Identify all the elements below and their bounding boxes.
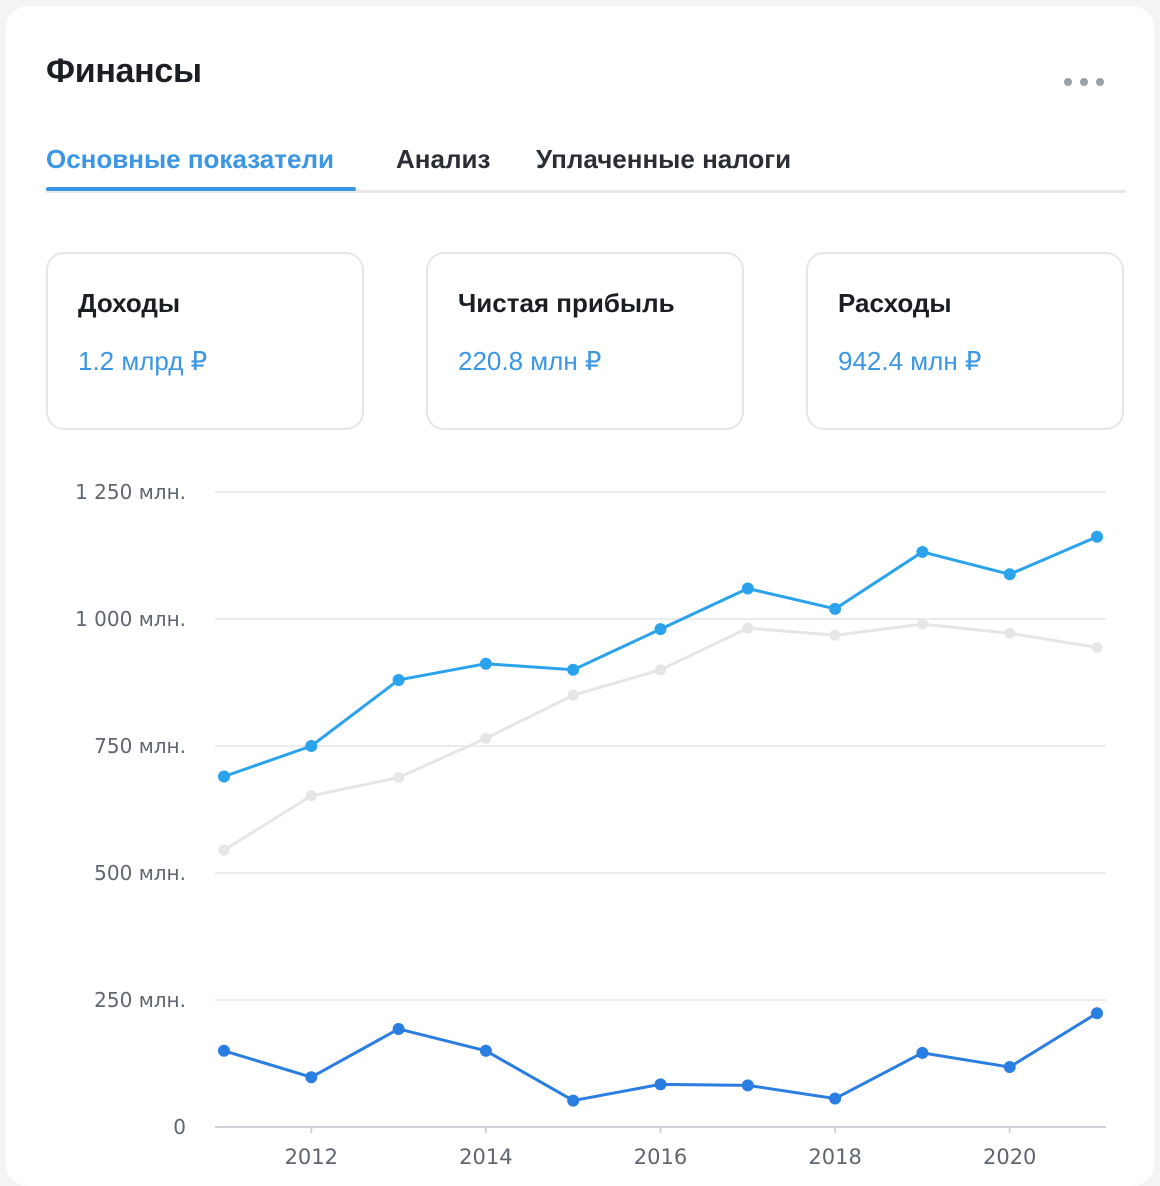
metric-card-income[interactable]: Доходы 1.2 млрд ₽ bbox=[46, 252, 364, 430]
data-point-expenses[interactable] bbox=[1004, 627, 1016, 639]
data-point-income[interactable] bbox=[218, 770, 230, 783]
data-point-profit[interactable] bbox=[829, 1092, 842, 1105]
metric-label: Доходы bbox=[78, 288, 181, 318]
y-axis-ticks: 0 250 млн. 500 млн. 750 млн. 1 000 млн. 1 250… bbox=[75, 480, 186, 1139]
metric-label: Расходы bbox=[838, 288, 952, 318]
y-tick-label: 750 млн. bbox=[94, 734, 186, 758]
y-tick-label: 1 250 млн. bbox=[75, 480, 186, 504]
data-point-profit[interactable] bbox=[218, 1044, 230, 1057]
data-point-expenses[interactable] bbox=[655, 664, 666, 676]
metric-value: 1.2 млрд ₽ bbox=[78, 346, 208, 376]
data-point-profit[interactable] bbox=[741, 1079, 754, 1092]
series-line-income bbox=[222, 535, 1099, 778]
y-tick-label: 1 000 млн. bbox=[75, 607, 186, 631]
metric-value: 942.4 млн ₽ bbox=[838, 346, 982, 376]
x-tick-label: 2020 bbox=[983, 1145, 1036, 1169]
y-tick-label: 250 млн. bbox=[94, 988, 186, 1012]
data-point-profit[interactable] bbox=[1091, 1007, 1103, 1020]
tab-paid-taxes[interactable]: Уплаченные налоги bbox=[536, 144, 792, 174]
data-point-expenses[interactable] bbox=[567, 689, 579, 701]
data-point-income[interactable] bbox=[654, 623, 667, 636]
metric-card-net-profit[interactable]: Чистая прибыль 220.8 млн ₽ bbox=[426, 252, 744, 430]
more-dot bbox=[1080, 78, 1088, 86]
data-point-profit[interactable] bbox=[479, 1044, 492, 1057]
chart-series bbox=[218, 530, 1103, 1107]
active-tab-indicator bbox=[46, 187, 356, 191]
data-point-profit[interactable] bbox=[916, 1046, 929, 1059]
data-point-expenses[interactable] bbox=[480, 732, 492, 744]
data-point-expenses[interactable] bbox=[916, 618, 928, 630]
tab-analysis[interactable]: Анализ bbox=[396, 144, 491, 174]
x-tick-label: 2012 bbox=[285, 1145, 338, 1169]
data-point-income[interactable] bbox=[829, 602, 842, 615]
data-point-profit[interactable] bbox=[1003, 1061, 1016, 1074]
series-line-expenses bbox=[222, 622, 1099, 852]
data-point-income[interactable] bbox=[479, 657, 492, 670]
more-dot bbox=[1096, 78, 1104, 86]
x-axis-ticks: 2012 2014 2016 2018 2020 bbox=[285, 1127, 1036, 1169]
data-point-income[interactable] bbox=[916, 545, 929, 558]
data-point-income[interactable] bbox=[1091, 530, 1103, 543]
data-point-income[interactable] bbox=[741, 582, 754, 595]
data-point-profit[interactable] bbox=[654, 1078, 667, 1091]
data-point-expenses[interactable] bbox=[393, 771, 405, 783]
tab-bar: Основные показатели Анализ Уплаченные на… bbox=[46, 134, 1126, 193]
series-income bbox=[218, 530, 1103, 783]
y-tick-label: 0 bbox=[173, 1115, 186, 1139]
data-point-profit[interactable] bbox=[567, 1094, 580, 1107]
x-tick-label: 2018 bbox=[808, 1145, 861, 1169]
card-title: Финансы bbox=[46, 52, 202, 90]
data-point-income[interactable] bbox=[1003, 568, 1016, 581]
data-point-expenses[interactable] bbox=[1091, 641, 1103, 653]
data-point-expenses[interactable] bbox=[829, 629, 841, 641]
chart-grid bbox=[215, 491, 1106, 1128]
data-point-income[interactable] bbox=[567, 663, 580, 676]
metric-card-expenses[interactable]: Расходы 942.4 млн ₽ bbox=[806, 252, 1124, 430]
data-point-profit[interactable] bbox=[392, 1022, 405, 1035]
series-profit bbox=[218, 1007, 1103, 1107]
x-tick-label: 2016 bbox=[634, 1145, 687, 1169]
x-tick-label: 2014 bbox=[459, 1145, 512, 1169]
data-point-income[interactable] bbox=[392, 673, 405, 686]
data-point-income[interactable] bbox=[305, 740, 318, 752]
tab-main-indicators[interactable]: Основные показатели bbox=[46, 144, 334, 174]
data-point-expenses[interactable] bbox=[742, 622, 754, 634]
series-expenses bbox=[218, 618, 1103, 856]
more-horizontal-icon[interactable] bbox=[1064, 70, 1104, 94]
y-tick-label: 500 млн. bbox=[94, 861, 186, 885]
data-point-expenses[interactable] bbox=[218, 844, 230, 856]
more-dot bbox=[1064, 78, 1072, 86]
finance-card: Финансы Основные показатели Анализ Уплач… bbox=[6, 6, 1154, 1186]
data-point-profit[interactable] bbox=[305, 1071, 318, 1084]
metric-label: Чистая прибыль bbox=[458, 288, 675, 318]
data-point-expenses[interactable] bbox=[305, 790, 317, 802]
metric-value: 220.8 млн ₽ bbox=[458, 346, 602, 376]
